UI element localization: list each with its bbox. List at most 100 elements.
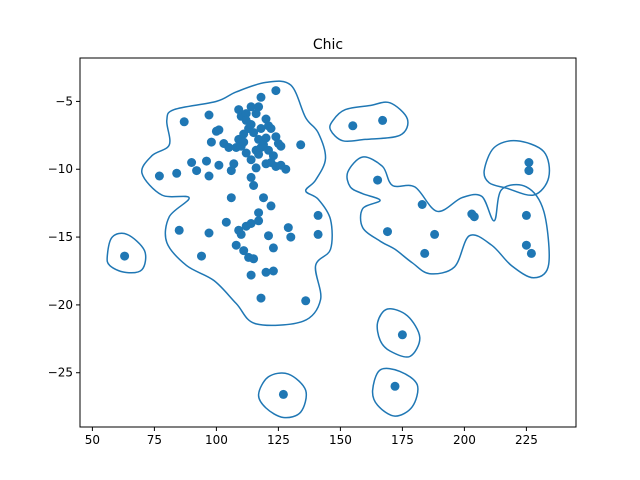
y-axis: −5 −10 −15 −20 −25: [48, 94, 80, 380]
data-point: [239, 246, 249, 256]
data-point: [256, 293, 266, 303]
data-point: [246, 102, 256, 112]
density-contour: [346, 156, 550, 279]
data-point: [278, 389, 288, 399]
data-point: [226, 193, 236, 203]
data-point: [390, 381, 400, 391]
data-point: [521, 210, 531, 220]
data-point: [373, 175, 383, 185]
data-point: [348, 121, 358, 131]
data-point: [261, 267, 271, 277]
data-point: [524, 158, 534, 167]
data-point: [261, 114, 271, 124]
data-point: [231, 240, 241, 250]
data-point: [204, 171, 214, 181]
data-point: [249, 254, 259, 264]
data-point: [469, 212, 479, 222]
data-point: [301, 296, 311, 306]
y-tick-label: −25: [48, 366, 73, 380]
data-point: [268, 151, 278, 161]
data-point: [172, 168, 182, 178]
data-point: [251, 109, 261, 119]
y-tick-label: −5: [55, 94, 73, 108]
data-point: [397, 330, 407, 340]
density-contour: [106, 232, 147, 274]
y-tick-label: −15: [48, 230, 73, 244]
data-point: [251, 163, 261, 173]
data-point: [249, 128, 259, 138]
data-point: [420, 248, 430, 258]
data-point: [254, 149, 264, 159]
data-point: [246, 120, 256, 129]
data-point: [281, 164, 291, 174]
data-point: [254, 208, 264, 218]
data-point: [254, 102, 264, 112]
data-point: [224, 143, 234, 152]
data-point: [120, 251, 130, 261]
data-point: [417, 200, 427, 209]
data-point: [521, 240, 531, 250]
density-contour: [257, 372, 308, 419]
plot-frame: [79, 57, 577, 428]
data-point: [256, 124, 266, 133]
data-point: [239, 137, 249, 147]
data-point: [202, 156, 211, 166]
data-point: [246, 172, 256, 182]
density-contour: [141, 80, 333, 327]
data-point: [246, 270, 256, 280]
data-point: [283, 223, 293, 233]
x-tick-label: 100: [205, 433, 228, 447]
data-point: [179, 117, 189, 127]
data-point: [276, 141, 286, 151]
data-point: [221, 217, 231, 227]
data-point: [249, 181, 259, 190]
x-tick-label: 150: [329, 433, 352, 447]
data-point: [264, 231, 273, 241]
data-point: [174, 225, 184, 235]
data-point: [261, 133, 271, 143]
data-point: [313, 229, 323, 239]
data-point: [256, 92, 266, 102]
data-point: [526, 248, 536, 258]
data-point: [246, 155, 256, 165]
data-point: [271, 132, 281, 142]
data-point: [296, 140, 306, 150]
data-point: [214, 125, 224, 135]
data-point: [266, 201, 276, 211]
x-tick-label: 225: [515, 433, 538, 447]
data-point: [192, 166, 202, 176]
data-point: [204, 110, 214, 120]
data-point: [206, 137, 216, 147]
data-point: [378, 115, 388, 125]
x-tick-label: 125: [267, 433, 290, 447]
density-contour: [329, 101, 409, 143]
data-point: [204, 228, 214, 238]
x-tick-label: 75: [147, 433, 162, 447]
data-point: [383, 227, 392, 237]
density-contour: [371, 367, 419, 417]
data-point: [214, 160, 224, 170]
x-tick-label: 200: [453, 433, 476, 447]
data-point: [241, 109, 251, 119]
data-point: [313, 210, 323, 220]
data-point: [229, 159, 239, 169]
density-contours: [106, 80, 551, 419]
data-point: [271, 86, 281, 96]
chart-title: Chic: [313, 37, 343, 53]
data-point: [197, 251, 206, 261]
x-tick-label: 50: [85, 433, 100, 447]
data-point: [246, 219, 256, 228]
data-points: [120, 86, 536, 399]
y-tick-label: −20: [48, 298, 73, 312]
data-point: [286, 232, 296, 242]
data-point: [187, 158, 197, 167]
data-point: [236, 229, 246, 239]
density-contour: [376, 308, 421, 358]
density-contour: [483, 139, 551, 197]
data-point: [268, 266, 278, 276]
data-point: [241, 148, 251, 158]
data-point: [524, 166, 534, 176]
data-point: [268, 243, 278, 253]
x-tick-label: 175: [391, 433, 414, 447]
